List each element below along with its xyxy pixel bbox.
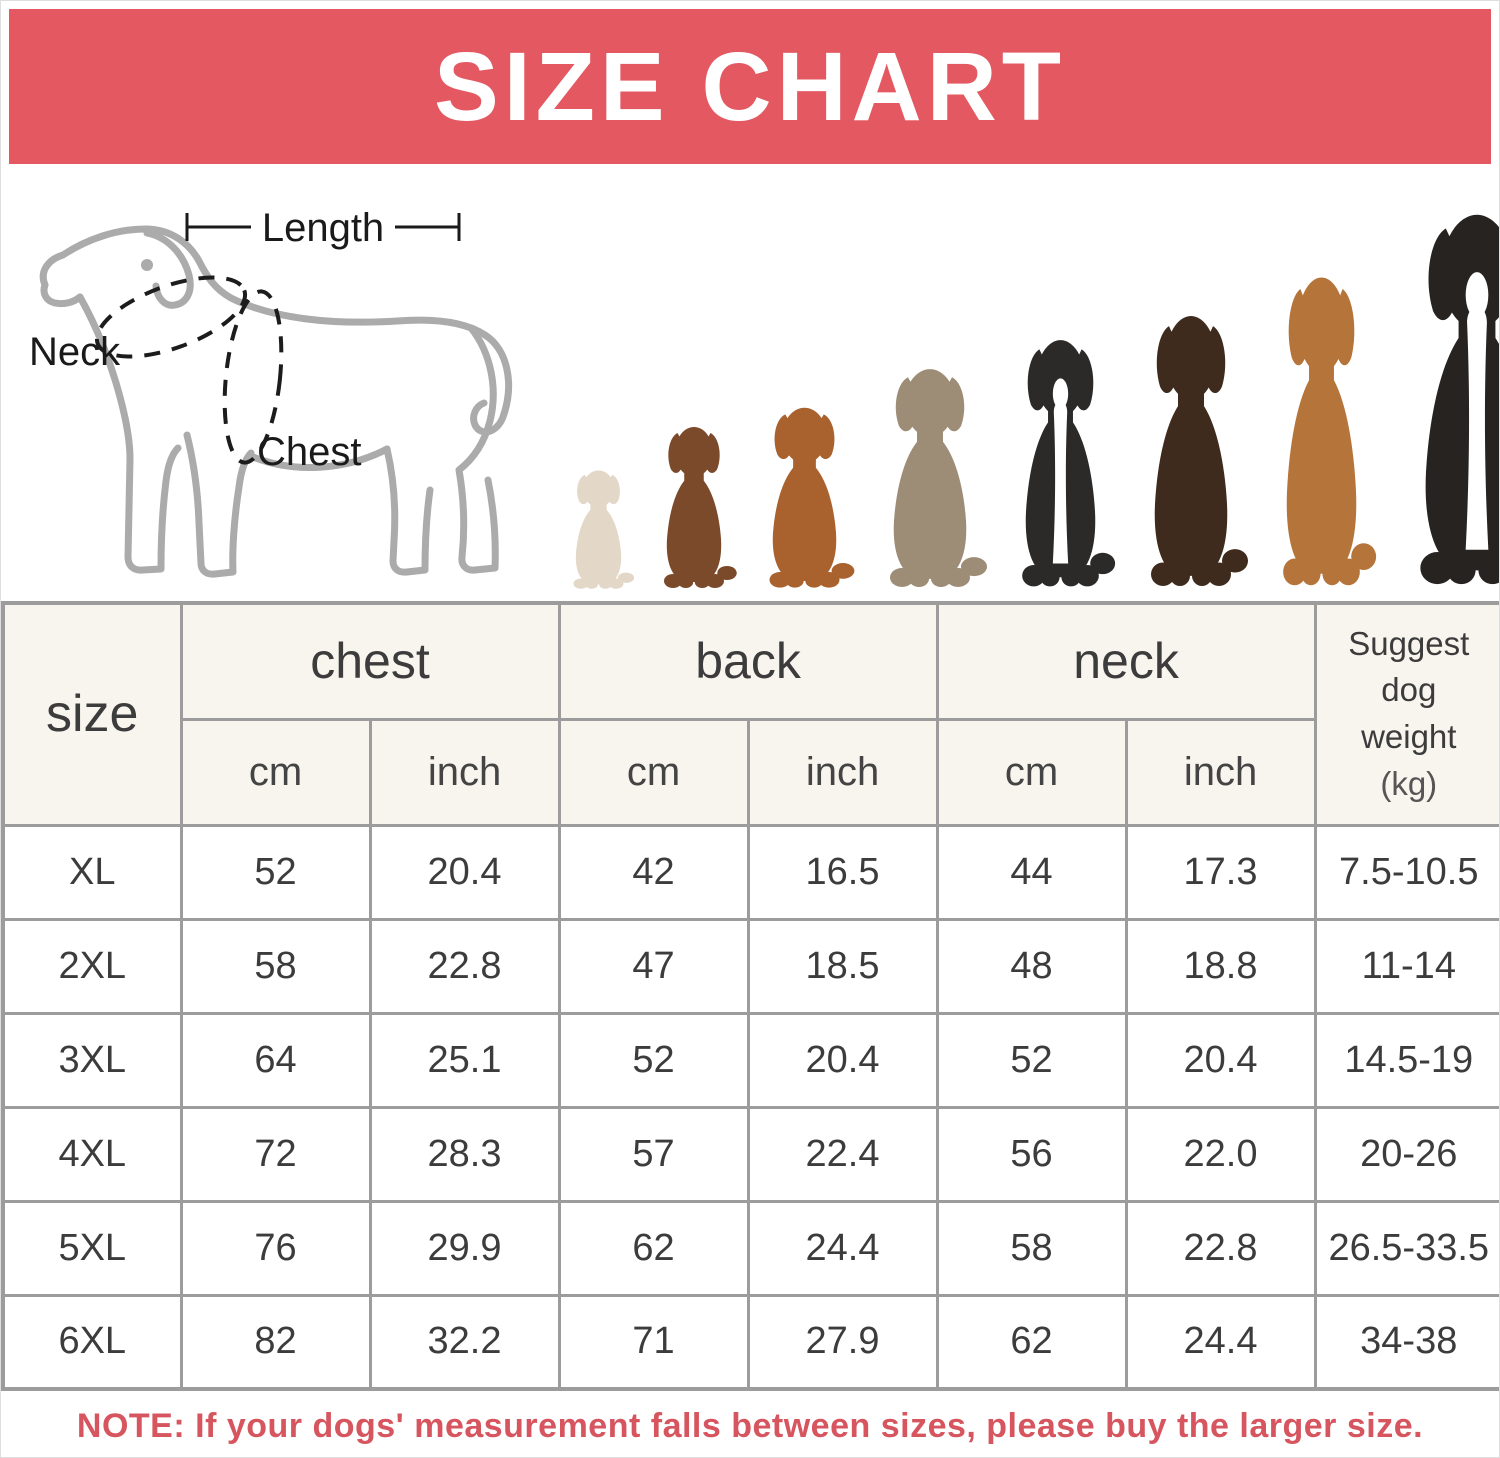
cell-neck-cm: 44: [935, 823, 1128, 921]
cell-back-inch: 20.4: [746, 1011, 939, 1109]
cell-neck-cm: 56: [935, 1105, 1128, 1203]
cell-size: 2XL: [1, 917, 183, 1015]
cell-size: 4XL: [1, 1105, 183, 1203]
title-banner: SIZE CHART: [9, 9, 1491, 164]
cell-neck-inch: 18.8: [1124, 917, 1317, 1015]
cell-back-inch: 27.9: [746, 1293, 939, 1391]
chest-label: Chest: [257, 430, 362, 474]
cell-chest-cm: 76: [179, 1199, 372, 1297]
cell-weight: 11-14: [1313, 917, 1499, 1015]
cell-chest-cm: 52: [179, 823, 372, 921]
footer-note: NOTE: If your dogs' measurement falls be…: [1, 1391, 1499, 1457]
table-row-xl: XL 52 20.4 42 16.5 44 17.3 7.5-10.5: [1, 823, 1499, 921]
dog-silhouette-chihuahua: [561, 466, 636, 591]
cell-neck-inch: 17.3: [1124, 823, 1317, 921]
cell-neck-inch: 20.4: [1124, 1011, 1317, 1109]
cell-back-cm: 71: [557, 1293, 750, 1391]
cell-back-cm: 52: [557, 1011, 750, 1109]
cell-neck-inch: 22.8: [1124, 1199, 1317, 1297]
col-header-weight: Suggest dog weight (kg): [1313, 601, 1499, 827]
cell-weight: 26.5-33.5: [1313, 1199, 1499, 1297]
cell-neck-inch: 22.0: [1124, 1105, 1317, 1203]
table-row-2xl: 2XL 58 22.8 47 18.5 48 18.8 11-14: [1, 917, 1499, 1015]
cell-size: XL: [1, 823, 183, 921]
cell-back-inch: 18.5: [746, 917, 939, 1015]
col-group-neck: neck: [935, 601, 1317, 721]
cell-chest-inch: 25.1: [368, 1011, 561, 1109]
neck-label: Neck: [29, 330, 121, 374]
col-subheader-back-inch: inch: [746, 717, 939, 827]
cell-back-cm: 57: [557, 1105, 750, 1203]
table-row-4xl: 4XL 72 28.3 57 22.4 56 22.0 20-26: [1, 1105, 1499, 1203]
weight-header-line1: Suggest dog: [1348, 624, 1470, 709]
cell-back-inch: 16.5: [746, 823, 939, 921]
table-row-5xl: 5XL 76 29.9 62 24.4 58 22.8 26.5-33.5: [1, 1199, 1499, 1297]
cell-size: 5XL: [1, 1199, 183, 1297]
cell-size: 6XL: [1, 1293, 183, 1391]
col-group-chest: chest: [179, 601, 561, 721]
cell-chest-inch: 32.2: [368, 1293, 561, 1391]
dog-silhouette-vizsla: [1264, 266, 1379, 591]
dog-eye-dot: [141, 259, 153, 271]
cell-chest-inch: 28.3: [368, 1105, 561, 1203]
dog-measurement-diagram: Length Neck Chest: [29, 206, 513, 578]
cell-neck-cm: 48: [935, 917, 1128, 1015]
col-subheader-neck-inch: inch: [1124, 717, 1317, 827]
cell-chest-cm: 72: [179, 1105, 372, 1203]
cell-chest-cm: 58: [179, 917, 372, 1015]
col-header-size: size: [1, 601, 183, 827]
cell-back-cm: 62: [557, 1199, 750, 1297]
cell-neck-inch: 24.4: [1124, 1293, 1317, 1391]
cell-neck-cm: 58: [935, 1199, 1128, 1297]
cell-chest-cm: 82: [179, 1293, 372, 1391]
page-title: SIZE CHART: [434, 31, 1066, 141]
table-row-3xl: 3XL 64 25.1 52 20.4 52 20.4 14.5-19: [1, 1011, 1499, 1109]
col-subheader-chest-cm: cm: [179, 717, 372, 827]
hero-section: Length Neck Chest: [1, 164, 1499, 601]
size-table: size chest back neck Suggest dog weight …: [1, 601, 1499, 1391]
cell-weight: 14.5-19: [1313, 1011, 1499, 1109]
dog-silhouette-border-collie: [1003, 331, 1118, 591]
length-dimension-line: [185, 213, 461, 241]
cell-size: 3XL: [1, 1011, 183, 1109]
cell-chest-inch: 29.9: [368, 1199, 561, 1297]
cell-back-inch: 22.4: [746, 1105, 939, 1203]
note-text: NOTE: If your dogs' measurement falls be…: [76, 1406, 1424, 1445]
dog-silhouette-cavalier-spaniel: [752, 401, 857, 591]
table-row-6xl: 6XL 82 32.2 71 27.9 62 24.4 34-38: [1, 1293, 1499, 1391]
weight-header-line2: weight: [1361, 718, 1457, 756]
dog-silhouette-dachshund: [649, 421, 739, 591]
dog-outline-drawing: [39, 225, 513, 578]
cell-chest-cm: 64: [179, 1011, 372, 1109]
col-subheader-chest-inch: inch: [368, 717, 561, 827]
cell-chest-inch: 20.4: [368, 823, 561, 921]
col-subheader-back-cm: cm: [557, 717, 750, 827]
col-group-back: back: [557, 601, 939, 721]
length-label: Length: [262, 206, 384, 250]
cell-weight: 34-38: [1313, 1293, 1499, 1391]
cell-weight: 7.5-10.5: [1313, 823, 1499, 921]
chest-measure-ellipse: [222, 289, 284, 465]
cell-back-cm: 47: [557, 917, 750, 1015]
dog-silhouette-english-bulldog: [870, 361, 990, 591]
dog-silhouette-chocolate-labrador: [1131, 306, 1251, 591]
cell-neck-cm: 62: [935, 1293, 1128, 1391]
cell-chest-inch: 22.8: [368, 917, 561, 1015]
col-subheader-neck-cm: cm: [935, 717, 1128, 827]
cell-weight: 20-26: [1313, 1105, 1499, 1203]
cell-back-inch: 24.4: [746, 1199, 939, 1297]
cell-neck-cm: 52: [935, 1011, 1128, 1109]
cell-back-cm: 42: [557, 823, 750, 921]
size-table-header: size chest back neck Suggest dog weight …: [1, 601, 1499, 827]
dog-silhouette-bernese-mountain-dog: [1392, 201, 1500, 591]
dog-size-lineup: [561, 201, 1500, 601]
weight-header-unit: (kg): [1380, 765, 1438, 803]
